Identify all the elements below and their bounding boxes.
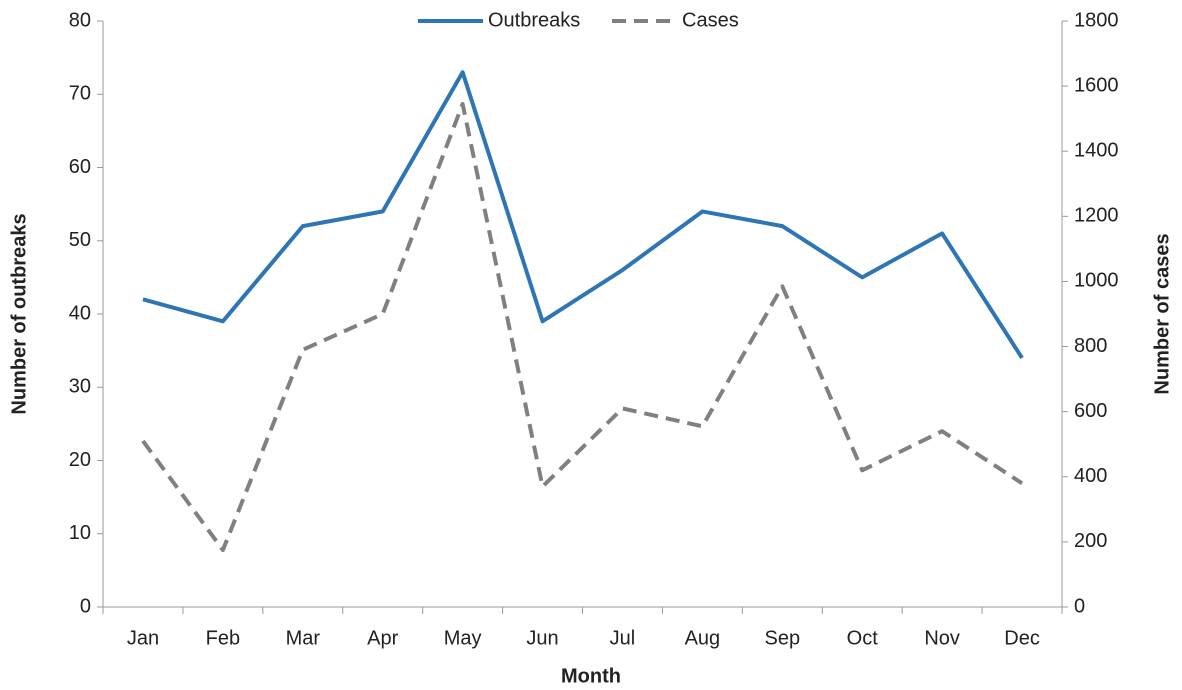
x-tick-label: Oct <box>847 627 879 649</box>
y-axis-title: Number of outbreaks <box>8 213 30 414</box>
y2-tick-label: 1600 <box>1074 74 1119 96</box>
series-line <box>141 102 1024 553</box>
y2-tick-label: 0 <box>1074 595 1085 617</box>
x-tick-label: Nov <box>924 627 960 649</box>
y2-tick-label: 800 <box>1074 335 1107 357</box>
y-tick-label: 80 <box>69 9 91 31</box>
x-tick-label: Dec <box>1004 627 1040 649</box>
y2-tick-label: 1800 <box>1074 9 1119 31</box>
y2-tick-label: 1000 <box>1074 270 1119 292</box>
y2-tick-label: 600 <box>1074 400 1107 422</box>
y-tick-label: 60 <box>69 156 91 178</box>
x-tick-label: Mar <box>286 627 321 649</box>
y-tick-label: 20 <box>69 449 91 471</box>
y-tick-label: 70 <box>69 83 91 105</box>
x-tick-label: Jan <box>127 627 159 649</box>
y2-axis-title: Number of cases <box>1151 233 1173 394</box>
y2-tick-label: 1200 <box>1074 205 1119 227</box>
x-tick-label: Aug <box>685 627 721 649</box>
x-tick-label: Sep <box>764 627 800 649</box>
y-tick-label: 30 <box>69 376 91 398</box>
y-tick-label: 50 <box>69 229 91 251</box>
y2-tick-label: 1400 <box>1074 140 1119 162</box>
y-tick-label: 40 <box>69 302 91 324</box>
y-tick-label: 0 <box>80 595 91 617</box>
legend-label: Outbreaks <box>488 9 580 31</box>
x-axis-title: Month <box>561 665 621 687</box>
x-tick-label: Apr <box>367 627 398 649</box>
y-tick-label: 10 <box>69 522 91 544</box>
x-tick-label: May <box>444 627 482 649</box>
legend-label: Cases <box>682 9 739 31</box>
x-tick-label: Jul <box>610 627 636 649</box>
y2-tick-label: 200 <box>1074 530 1107 552</box>
series-line <box>142 70 1024 360</box>
x-tick-label: Feb <box>206 627 240 649</box>
y2-tick-label: 400 <box>1074 465 1107 487</box>
x-tick-label: Jun <box>526 627 558 649</box>
